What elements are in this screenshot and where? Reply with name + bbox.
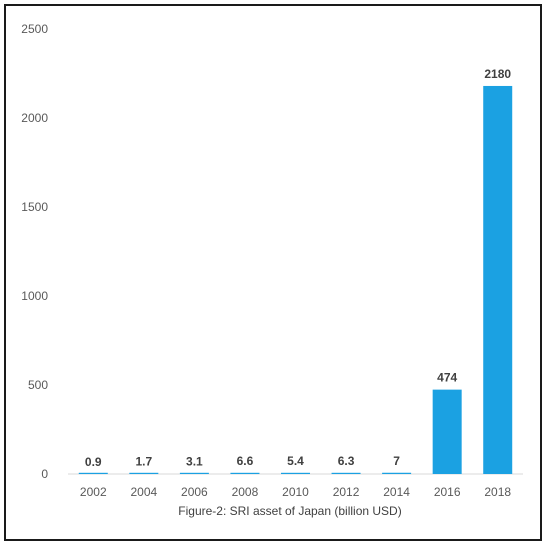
data-label: 5.4	[287, 454, 304, 468]
x-tick-label: 2010	[282, 485, 309, 499]
bar	[483, 85, 513, 475]
bars	[78, 85, 513, 475]
bar	[331, 472, 361, 474]
x-tick-label: 2008	[232, 485, 259, 499]
data-label: 2180	[484, 67, 511, 81]
y-tick-label: 2000	[21, 111, 48, 125]
bar	[432, 389, 462, 474]
x-tick-label: 2002	[80, 485, 107, 499]
bar	[129, 472, 159, 474]
data-label: 7	[393, 454, 400, 468]
x-tick-label: 2018	[484, 485, 511, 499]
y-tick-label: 1000	[21, 289, 48, 303]
data-label: 474	[437, 371, 457, 385]
data-label: 6.3	[338, 454, 355, 468]
bar	[78, 472, 108, 474]
data-label: 1.7	[135, 455, 152, 469]
x-tick-label: 2012	[333, 485, 360, 499]
chart-caption: Figure-2: SRI asset of Japan (billion US…	[178, 504, 401, 518]
x-tick-label: 2006	[181, 485, 208, 499]
y-tick-label: 500	[28, 378, 48, 392]
bar	[281, 472, 310, 474]
x-tick-label: 2004	[130, 485, 157, 499]
data-label: 0.9	[85, 455, 102, 469]
data-label: 6.6	[237, 454, 254, 468]
x-tick-label: 2014	[383, 485, 410, 499]
bar	[230, 472, 260, 474]
data-labels: 0.9 1.7 3.1 6.6 5.4 6.3 7 474 2180	[85, 67, 511, 469]
y-tick-label: 1500	[21, 200, 48, 214]
x-axis-ticks: 2002 2004 2006 2008 2010 2012 2014 2016 2018	[80, 485, 511, 499]
data-label: 3.1	[186, 454, 203, 468]
bar	[382, 472, 412, 474]
y-axis-ticks: 0 500 1000 1500 2000 2500	[21, 22, 48, 481]
bar	[179, 472, 209, 474]
x-tick-label: 2016	[434, 485, 461, 499]
y-tick-label: 2500	[21, 22, 48, 36]
y-tick-label: 0	[41, 467, 48, 481]
